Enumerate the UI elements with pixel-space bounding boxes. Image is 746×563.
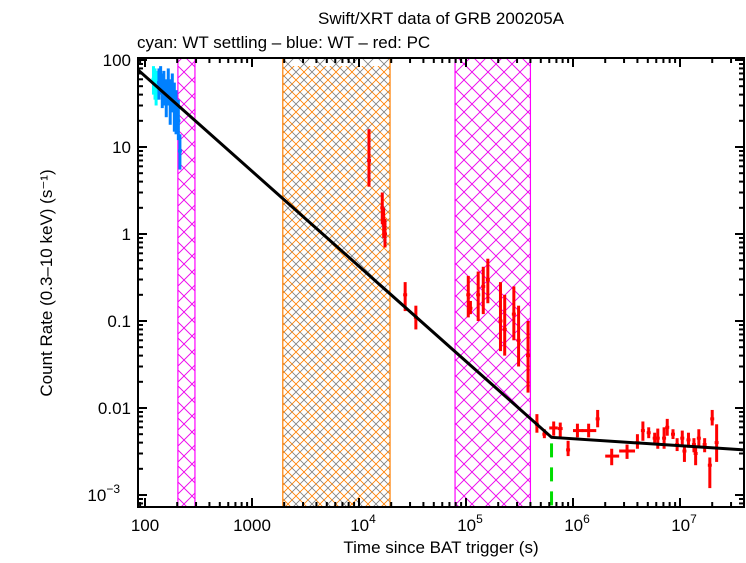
model-fit-line bbox=[138, 68, 744, 452]
y-tick-label-base: 100 bbox=[103, 51, 131, 70]
excluded-band-hatch bbox=[282, 66, 391, 507]
x-tick-label-base: 1000 bbox=[233, 516, 271, 535]
y-tick-label: 10−3 bbox=[87, 482, 120, 505]
x-tick-label-base: 10 bbox=[564, 516, 583, 535]
y-tick-label-base: 0.01 bbox=[98, 399, 131, 418]
y-tick-label: 10 bbox=[112, 138, 131, 157]
chart-subtitle: cyan: WT settling – blue: WT – red: PC bbox=[137, 33, 430, 52]
y-tick-label-base: 10 bbox=[87, 486, 106, 505]
y-tick-label-base: 0.1 bbox=[107, 312, 131, 331]
x-tick-label-exponent: 6 bbox=[583, 512, 590, 526]
y-tick-label: 1 bbox=[122, 225, 131, 244]
y-tick-label-base: 1 bbox=[122, 225, 131, 244]
chart-title: Swift/XRT data of GRB 200205A bbox=[318, 9, 565, 28]
x-tick-label: 1000 bbox=[233, 516, 271, 535]
x-tick-label-exponent: 4 bbox=[369, 512, 376, 526]
y-tick-label: 0.1 bbox=[107, 312, 131, 331]
x-tick-label: 100 bbox=[131, 516, 159, 535]
y-tick-label: 100 bbox=[103, 51, 131, 70]
plot-frame bbox=[137, 57, 745, 508]
x-tick-label: 105 bbox=[457, 512, 483, 535]
excluded-band-hatch bbox=[177, 58, 195, 507]
x-tick-label: 106 bbox=[564, 512, 590, 535]
y-axis-label: Count Rate (0.3–10 keV) (s⁻¹) bbox=[37, 169, 56, 396]
x-tick-label-base: 10 bbox=[457, 516, 476, 535]
y-tick-label-base: 10 bbox=[112, 138, 131, 157]
y-tick-label-exponent: −3 bbox=[106, 482, 120, 496]
x-tick-label: 104 bbox=[350, 512, 376, 535]
x-tick-label-base: 10 bbox=[671, 516, 690, 535]
x-axis-label: Time since BAT trigger (s) bbox=[343, 538, 538, 557]
x-tick-label: 107 bbox=[671, 512, 697, 535]
x-tick-label-exponent: 5 bbox=[476, 512, 483, 526]
excluded-band-hatch bbox=[455, 58, 531, 507]
x-tick-label-base: 100 bbox=[131, 516, 159, 535]
x-tick-label-base: 10 bbox=[350, 516, 369, 535]
y-tick-label: 0.01 bbox=[98, 399, 131, 418]
x-tick-label-exponent: 7 bbox=[690, 512, 697, 526]
